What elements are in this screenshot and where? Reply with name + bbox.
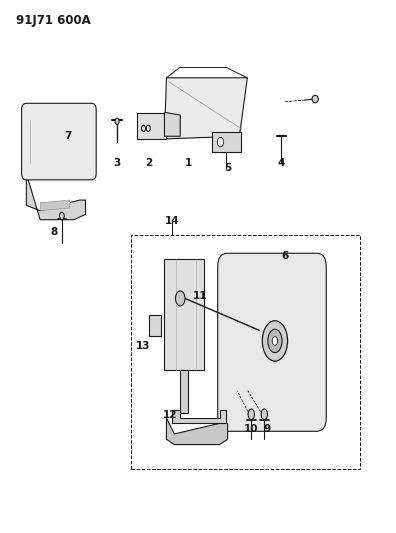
Ellipse shape <box>262 321 287 361</box>
Ellipse shape <box>312 95 318 103</box>
Text: 7: 7 <box>64 131 71 141</box>
Text: 2: 2 <box>145 158 152 168</box>
Polygon shape <box>164 78 248 139</box>
Text: 3: 3 <box>114 158 121 168</box>
Text: 4: 4 <box>277 158 285 168</box>
Ellipse shape <box>261 409 267 419</box>
FancyBboxPatch shape <box>218 253 326 431</box>
Ellipse shape <box>115 118 119 125</box>
Ellipse shape <box>175 291 185 306</box>
Polygon shape <box>164 112 180 136</box>
Text: 13: 13 <box>135 341 150 351</box>
Text: 12: 12 <box>163 410 178 421</box>
Polygon shape <box>27 173 86 220</box>
Text: 10: 10 <box>244 424 259 434</box>
Text: 11: 11 <box>193 290 207 301</box>
Ellipse shape <box>59 212 64 220</box>
Text: 5: 5 <box>224 163 231 173</box>
Text: 6: 6 <box>281 251 288 261</box>
Text: 91J71 600A: 91J71 600A <box>17 14 91 27</box>
Ellipse shape <box>142 125 145 132</box>
Text: 8: 8 <box>50 227 57 237</box>
Text: 1: 1 <box>185 158 192 168</box>
Ellipse shape <box>268 329 282 353</box>
Polygon shape <box>166 418 228 445</box>
Polygon shape <box>40 200 70 211</box>
Text: 14: 14 <box>165 216 180 227</box>
Bar <box>148 316 160 336</box>
Ellipse shape <box>217 138 224 147</box>
FancyBboxPatch shape <box>22 103 96 180</box>
Bar <box>164 259 204 370</box>
Bar <box>131 235 360 469</box>
Bar <box>212 132 242 152</box>
Ellipse shape <box>272 337 278 345</box>
Bar <box>137 114 166 139</box>
Ellipse shape <box>248 409 254 419</box>
Polygon shape <box>172 410 226 423</box>
Text: 9: 9 <box>263 424 270 434</box>
Polygon shape <box>180 370 188 413</box>
Ellipse shape <box>146 125 150 132</box>
